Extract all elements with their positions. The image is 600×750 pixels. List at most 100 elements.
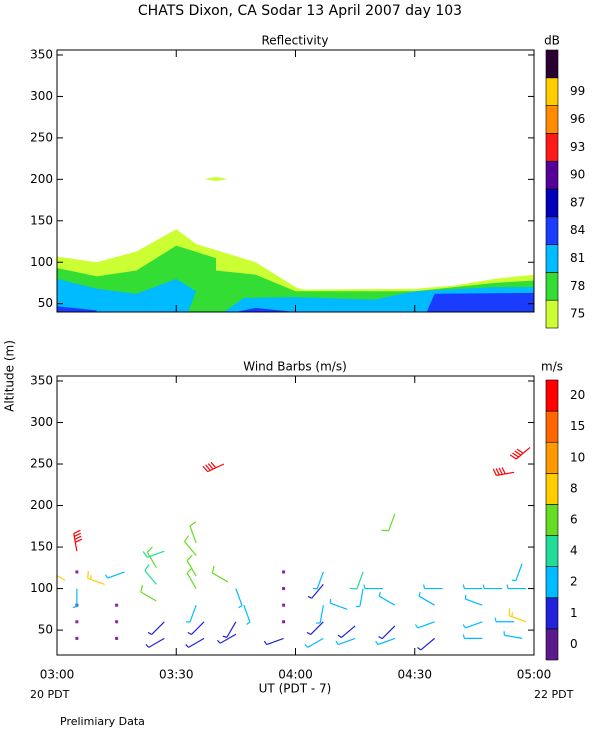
calm-marker <box>115 636 119 640</box>
colorbar-label: 90 <box>570 168 585 182</box>
calm-marker <box>282 587 286 591</box>
colorbar-label: 1 <box>570 606 578 620</box>
colorbar-label: 20 <box>570 388 585 402</box>
colorbar-segment <box>545 597 559 630</box>
wind-barb <box>307 584 324 599</box>
wind-barb <box>222 621 237 638</box>
wind-barb <box>422 584 443 590</box>
wind-barb <box>381 513 396 532</box>
y-tick-label: 200 <box>30 172 53 186</box>
colorbar-label: 87 <box>570 195 585 209</box>
calm-marker <box>75 570 79 574</box>
y-tick-label: 350 <box>30 373 53 387</box>
contour-region <box>57 306 97 312</box>
wind-barb <box>235 588 243 609</box>
wind-barb <box>363 584 383 590</box>
y-axis-label: Altitude (m) <box>3 340 17 412</box>
colorbar-segment <box>545 566 559 599</box>
contour-region <box>57 278 197 312</box>
y-tick-label: 300 <box>30 89 53 103</box>
wind-barb <box>263 637 284 646</box>
wind-barb <box>414 621 435 629</box>
y-tick-label: 150 <box>30 213 53 227</box>
wind-barb <box>349 571 364 590</box>
wind-barb <box>329 599 348 610</box>
colorbar-label: 6 <box>570 513 578 527</box>
x-tick-label: 03:00 <box>40 668 75 682</box>
calm-marker <box>115 603 119 607</box>
y-tick-label: 50 <box>38 296 53 310</box>
colorbar-segment <box>545 216 559 245</box>
colorbar-segment <box>545 504 559 536</box>
start-note: 20 PDT <box>30 688 70 701</box>
colorbar-label: 8 <box>570 481 578 495</box>
wind-barb <box>506 584 527 590</box>
x-tick-label: 03:30 <box>159 668 194 682</box>
wind-barb <box>355 588 364 608</box>
colorbar-segment <box>545 77 559 106</box>
colorbar-label: 81 <box>570 251 585 265</box>
colorbar-label: 84 <box>570 223 585 237</box>
wind-barb <box>144 564 157 585</box>
footer-note: Prelimiary Data <box>60 715 145 728</box>
wind-barb <box>337 625 356 638</box>
y-tick-label: 300 <box>30 415 53 429</box>
wind-barb <box>185 637 205 648</box>
colorbar-label: 15 <box>570 419 585 433</box>
x-axis-label: UT (PDT - 7) <box>259 682 332 696</box>
wind-barb <box>189 521 197 544</box>
colorbar-segment <box>545 535 559 567</box>
wind-barb <box>462 621 483 629</box>
wind-barb <box>335 637 356 646</box>
calm-marker <box>115 620 119 624</box>
wind-barb <box>146 546 157 569</box>
calm-marker <box>282 570 286 574</box>
colorbar-segment <box>545 105 559 134</box>
calm-marker <box>282 603 286 607</box>
colorbar-label: 0 <box>570 637 578 651</box>
wind-barb <box>417 637 436 651</box>
contour-region <box>426 292 534 312</box>
wind-barb <box>378 625 396 640</box>
wind-barb <box>104 571 125 579</box>
wind-barb <box>304 637 324 648</box>
colorbar-label: 10 <box>570 450 585 464</box>
x-tick-label: 04:30 <box>397 668 432 682</box>
colorbar-label: 99 <box>570 84 585 98</box>
wind-barb <box>462 634 483 639</box>
x-tick-label: 04:00 <box>278 668 313 682</box>
colorbar-segment <box>545 160 559 190</box>
y-tick-label: 350 <box>30 47 53 61</box>
wind-barb <box>87 570 105 585</box>
y-tick-label: 200 <box>30 498 53 512</box>
colorbar-label: 96 <box>570 112 585 126</box>
wind-barb <box>462 584 483 590</box>
wind-barb <box>508 608 527 623</box>
wind-barb <box>216 633 237 644</box>
calm-marker <box>282 620 286 624</box>
colorbar-unit: dB <box>544 34 560 48</box>
colorbar-segment <box>545 410 559 443</box>
plot-area <box>57 176 534 312</box>
wind-barb <box>145 637 165 648</box>
colorbar-label: 2 <box>570 575 578 589</box>
end-note: 22 PDT <box>534 688 574 701</box>
colorbar-segment <box>545 299 559 329</box>
colorbar-label: 93 <box>570 140 585 154</box>
wind-barb <box>378 592 396 606</box>
colorbar-label: 4 <box>570 544 578 558</box>
wind-barb <box>72 588 78 609</box>
colorbar-segment <box>545 49 559 79</box>
y-tick-label: 50 <box>38 623 53 637</box>
wind-barb <box>511 563 523 582</box>
panel-title: Wind Barbs (m/s) <box>243 360 347 374</box>
colorbar-segment <box>545 244 559 273</box>
colorbar-unit: m/s <box>541 360 563 374</box>
wind-barb <box>313 571 324 590</box>
colorbar-segment <box>545 188 559 218</box>
wind-barb <box>147 621 165 636</box>
colorbar-label: 75 <box>570 307 585 321</box>
wind-barb <box>482 584 503 590</box>
